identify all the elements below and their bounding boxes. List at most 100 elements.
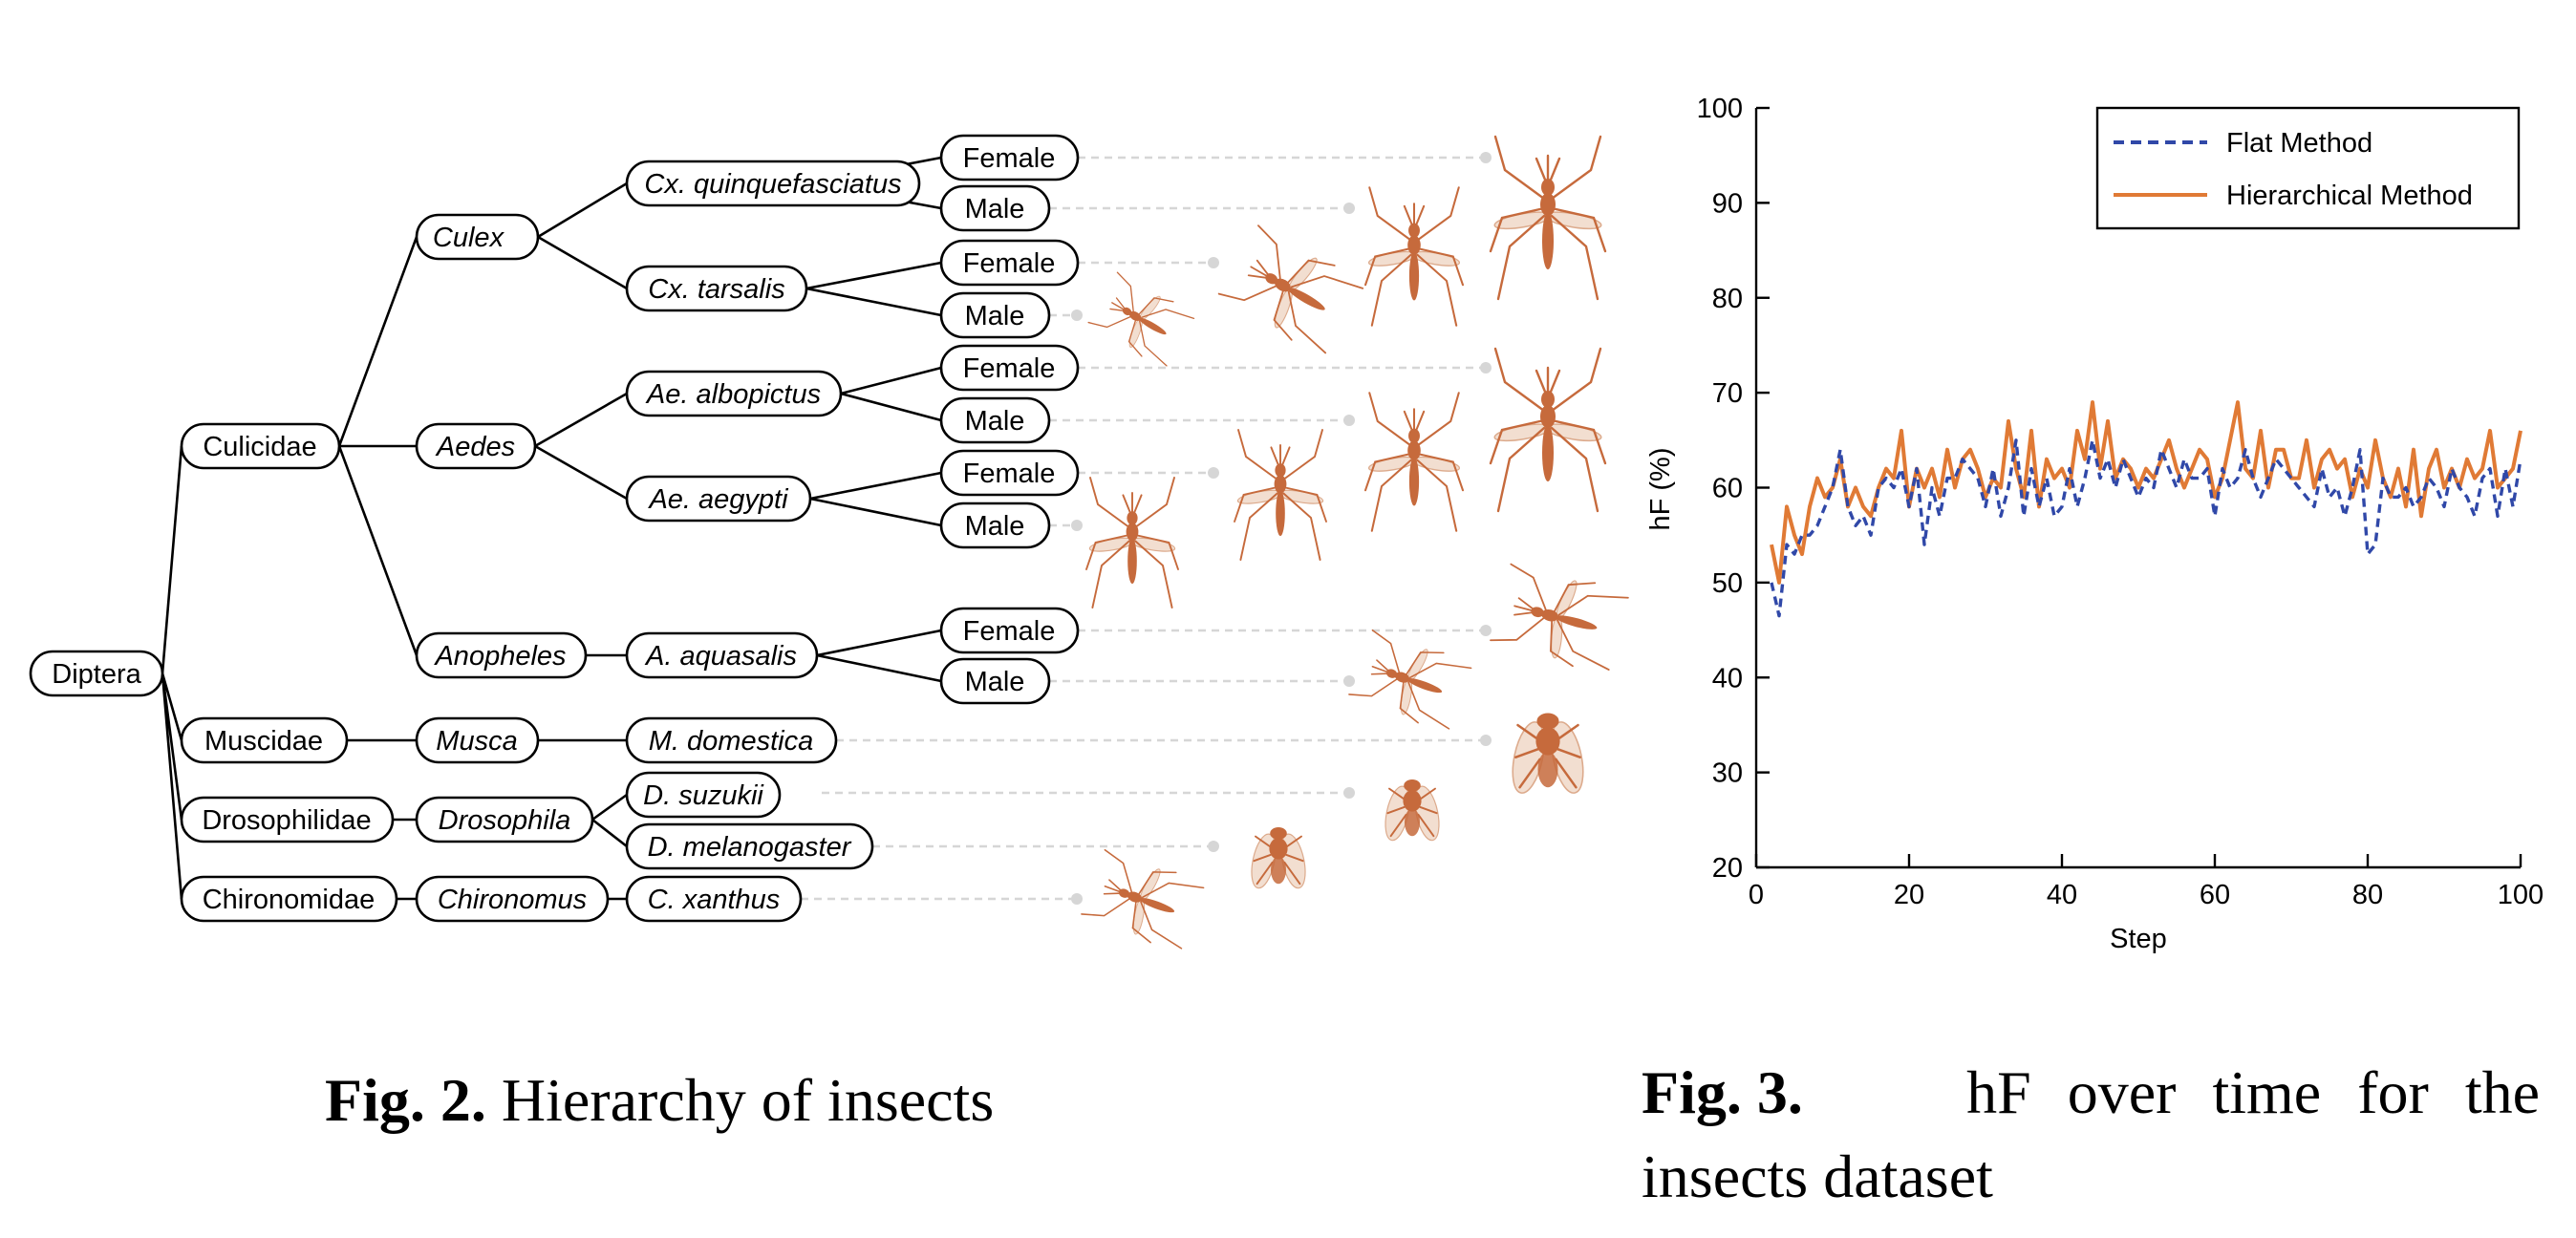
node-family-chironomidae: Chironomidae — [180, 875, 398, 923]
node-species-a-aquasalis: A. aquasalis — [625, 631, 819, 679]
x-axis-label: Step — [2110, 924, 2167, 954]
node-sex-male: Male — [939, 502, 1051, 549]
node-genus-drosophila: Drosophila — [415, 796, 594, 843]
x-tick-label: 100 — [2498, 880, 2544, 910]
y-tick-label: 100 — [1697, 94, 1743, 124]
fruitfly-icon — [1251, 827, 1306, 889]
fruitfly-icon — [1385, 779, 1440, 842]
x-tick-label: 20 — [1894, 880, 1924, 910]
fig3-caption-text-line2: insects dataset — [1642, 1142, 1993, 1210]
node-sex-female: Female — [939, 239, 1080, 287]
node-family-drosophilidae: Drosophilidae — [180, 796, 395, 843]
insect-illustrations — [1081, 135, 1629, 950]
fig2-caption-label: Fig. 2. — [325, 1066, 486, 1134]
fig2-caption-text: Hierarchy of insects — [501, 1066, 995, 1134]
midge-icon — [1081, 848, 1205, 950]
y-tick-label: 60 — [1712, 474, 1743, 504]
svg-text:Male: Male — [965, 406, 1025, 437]
y-axis-label: hF (%) — [1645, 448, 1676, 531]
fig3-caption-text-line1: hF over time for the — [1966, 1058, 2540, 1126]
mosquito-icon — [1489, 135, 1607, 301]
svg-text:Muscidae: Muscidae — [204, 726, 323, 757]
svg-text:C. xanthus: C. xanthus — [648, 885, 781, 915]
node-genus-aedes: Aedes — [415, 422, 537, 470]
svg-text:Culex: Culex — [433, 223, 505, 253]
y-tick-label: 40 — [1712, 663, 1743, 694]
svg-text:D. melanogaster: D. melanogaster — [648, 832, 852, 863]
node-species-ae-aegypti: Ae. aegypti — [625, 475, 812, 523]
svg-text:Male: Male — [965, 194, 1025, 224]
legend-label-hierarchical: Hierarchical Method — [2226, 181, 2473, 211]
svg-text:A. aquasalis: A. aquasalis — [644, 641, 797, 672]
svg-text:Female: Female — [963, 459, 1056, 489]
svg-text:Anopheles: Anopheles — [433, 641, 566, 672]
svg-text:Chironomidae: Chironomidae — [203, 885, 376, 915]
node-sex-male: Male — [939, 291, 1051, 339]
node-genus-chironomus: Chironomus — [415, 875, 610, 923]
fig3-caption: Fig. 3. hF over time for the insects dat… — [1642, 1051, 2540, 1219]
svg-text:D. suzukii: D. suzukii — [643, 780, 764, 811]
x-tick-label: 80 — [2352, 880, 2383, 910]
node-genus-culex: Culex — [415, 213, 540, 261]
svg-text:Ae. albopictus: Ae. albopictus — [645, 379, 821, 410]
mosquito-icon — [1348, 629, 1472, 730]
node-species-c-xanthus: C. xanthus — [625, 875, 803, 923]
svg-text:Ae. aegypti: Ae. aegypti — [647, 484, 789, 515]
svg-text:Aedes: Aedes — [435, 432, 515, 462]
y-tick-label: 90 — [1712, 188, 1743, 219]
node-genus-musca: Musca — [415, 716, 540, 764]
node-family-culicidae: Culicidae — [180, 422, 341, 470]
x-tick-label: 40 — [2047, 880, 2077, 910]
y-tick-label: 80 — [1712, 284, 1743, 314]
node-sex-female: Female — [939, 449, 1080, 497]
node-sex-female: Female — [939, 344, 1080, 392]
series-line-hierarchical — [1770, 400, 2522, 585]
svg-text:Diptera: Diptera — [52, 659, 141, 690]
node-species-ae-albopictus: Ae. albopictus — [625, 370, 843, 417]
node-species-d-melanogaster: D. melanogaster — [625, 822, 874, 870]
node-sex-female: Female — [939, 134, 1080, 181]
y-tick-label: 30 — [1712, 758, 1743, 789]
svg-text:M. domestica: M. domestica — [649, 726, 813, 757]
mosquito-icon — [1085, 477, 1179, 608]
mosquito-icon — [1490, 563, 1629, 672]
svg-text:Male: Male — [965, 301, 1025, 331]
svg-text:Male: Male — [965, 511, 1025, 542]
mosquito-icon — [1217, 224, 1364, 354]
fig3-caption-label: Fig. 3. — [1642, 1058, 1803, 1126]
svg-text:Drosophila: Drosophila — [439, 805, 571, 836]
housefly-icon — [1512, 713, 1584, 794]
node-sex-male: Male — [939, 396, 1051, 444]
svg-text:Cx. quinquefasciatus: Cx. quinquefasciatus — [644, 169, 901, 200]
svg-text:Female: Female — [963, 353, 1056, 384]
svg-text:Female: Female — [963, 143, 1056, 174]
svg-text:Drosophilidae: Drosophilidae — [202, 805, 371, 836]
legend-label-flat: Flat Method — [2226, 128, 2372, 159]
node-species-d-suzukii: D. suzukii — [625, 771, 782, 819]
svg-text:Male: Male — [965, 667, 1025, 697]
y-tick-label: 70 — [1712, 378, 1743, 409]
fig2-caption: Fig. 2. Hierarchy of insects — [325, 1058, 994, 1142]
node-species-cx-quinquefasciatus: Cx. quinquefasciatus — [625, 160, 921, 207]
svg-text:Chironomus: Chironomus — [438, 885, 587, 915]
series-line-flat — [1770, 438, 2522, 618]
node-genus-anopheles: Anopheles — [415, 631, 588, 679]
svg-text:Culicidae: Culicidae — [203, 432, 316, 462]
mosquito-icon — [1234, 429, 1327, 561]
svg-text:Cx. tarsalis: Cx. tarsalis — [648, 274, 784, 305]
guide-lines — [801, 152, 1492, 905]
svg-text:Musca: Musca — [436, 726, 517, 757]
y-tick-label: 50 — [1712, 568, 1743, 599]
mosquito-icon — [1363, 186, 1465, 327]
node-sex-male: Male — [939, 657, 1051, 705]
svg-text:Female: Female — [963, 616, 1056, 647]
node-species-cx-tarsalis: Cx. tarsalis — [625, 265, 808, 312]
tree-edges — [161, 156, 942, 901]
svg-text:Female: Female — [963, 248, 1056, 279]
node-sex-male: Male — [939, 184, 1051, 232]
node-root: Diptera — [29, 650, 164, 697]
x-tick-label: 0 — [1749, 880, 1764, 910]
node-family-muscidae: Muscidae — [180, 716, 349, 764]
